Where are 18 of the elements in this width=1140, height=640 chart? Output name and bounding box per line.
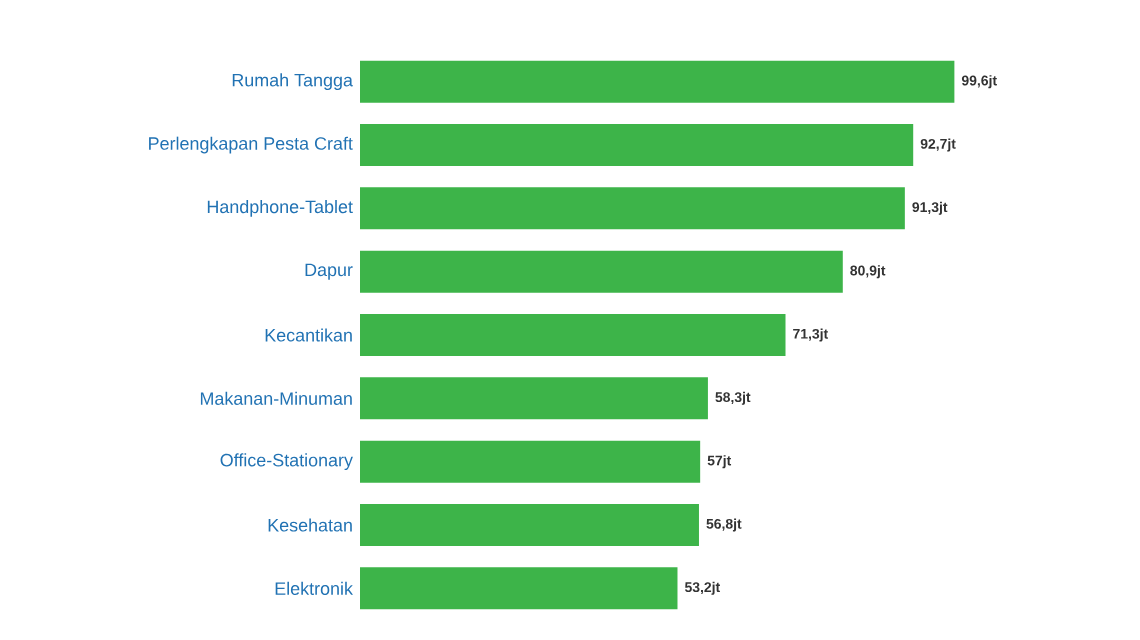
y-tick-label: Perlengkapan Pesta Craft [149,136,353,154]
bar [360,187,905,230]
bar [360,377,708,420]
y-tick-label: Handphone-Tablet [207,199,353,217]
y-tick-label: Office-Stationary [220,453,353,471]
y-tick-label: Elektronik [275,581,353,595]
y-tick-label: Makanan-Minuman [200,391,352,405]
bar [360,250,843,293]
y-tick-label: Kecantikan [265,328,352,342]
y-tick-label: Kesehatan [268,518,352,532]
bar [360,314,786,357]
bar [360,567,678,610]
y-tick-label: Dapur [305,263,353,280]
y-tick-label: Rumah Tangga [232,73,353,91]
bar [360,504,699,547]
bar [360,440,701,483]
bar [360,124,914,167]
bar [360,60,955,103]
